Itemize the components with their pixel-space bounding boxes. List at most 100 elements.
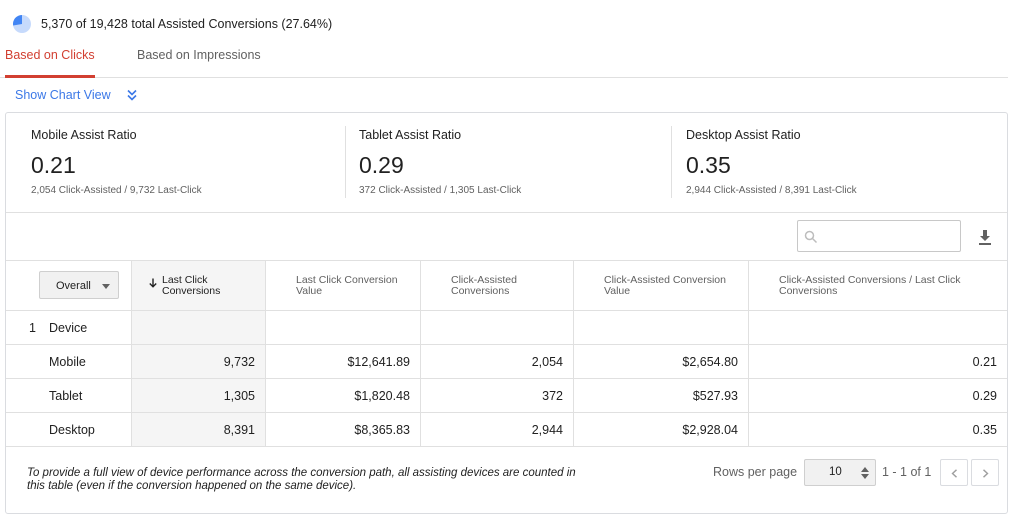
tab-based-on-impressions[interactable]: Based on Impressions bbox=[137, 42, 261, 78]
table-cell bbox=[420, 311, 573, 344]
table-row-mobile: Mobile 9,732 $12,641.89 2,054 $2,654.80 … bbox=[6, 345, 1007, 379]
scorecard-value: 0.21 bbox=[31, 152, 76, 178]
column-header-label: Last Click Conversions bbox=[148, 275, 257, 297]
table-group-row: 1 Device bbox=[6, 311, 1007, 345]
cell-value: 0.35 bbox=[972, 422, 997, 437]
dimension-header: Overall bbox=[6, 261, 131, 310]
cell-value: $527.93 bbox=[692, 388, 738, 403]
table-row-desktop: Desktop 8,391 $8,365.83 2,944 $2,928.04 … bbox=[6, 413, 1007, 447]
scorecard-divider bbox=[345, 126, 346, 198]
table-cell: $8,365.83 bbox=[265, 413, 420, 446]
sort-descending-icon bbox=[149, 278, 157, 288]
table-cell: 1,305 bbox=[131, 379, 265, 412]
cell-value: 372 bbox=[542, 388, 563, 403]
row-label: Desktop bbox=[49, 422, 95, 437]
group-index: 1 bbox=[29, 320, 36, 335]
cell-value: 1,305 bbox=[223, 388, 255, 403]
chevron-right-icon bbox=[983, 469, 989, 478]
column-header-last-click-conversion-value[interactable]: Last Click Conversion Value bbox=[265, 261, 420, 310]
scorecard-mobile: Mobile Assist Ratio 0.21 2,054 Click-Ass… bbox=[31, 113, 351, 213]
download-icon[interactable] bbox=[975, 227, 995, 247]
cell-value: $12,641.89 bbox=[347, 354, 410, 369]
scorecard-desktop: Desktop Assist Ratio 0.35 2,944 Click-As… bbox=[686, 113, 996, 213]
rows-per-page-select[interactable]: 10 bbox=[804, 459, 876, 486]
column-header-assist-ratio[interactable]: Click-Assisted Conversions / Last Click … bbox=[748, 261, 1007, 310]
row-label-cell: Desktop bbox=[6, 413, 131, 446]
table-cell: 2,944 bbox=[420, 413, 573, 446]
next-page-button[interactable] bbox=[971, 459, 999, 486]
assist-ratio-scorecards: Mobile Assist Ratio 0.21 2,054 Click-Ass… bbox=[6, 113, 1007, 213]
cell-value: $2,928.04 bbox=[682, 422, 738, 437]
pie-chart-icon bbox=[13, 15, 31, 33]
cell-value: 9,732 bbox=[223, 354, 255, 369]
overall-dropdown[interactable]: Overall bbox=[39, 271, 119, 299]
table-row-tablet: Tablet 1,305 $1,820.48 372 $527.93 0.29 bbox=[6, 379, 1007, 413]
overall-dropdown-label: Overall bbox=[56, 280, 91, 292]
table-cell: 8,391 bbox=[131, 413, 265, 446]
rows-per-page-value: 10 bbox=[829, 466, 842, 478]
up-down-caret-icon bbox=[861, 467, 869, 479]
scorecard-title: Mobile Assist Ratio bbox=[31, 128, 137, 142]
table-cell bbox=[748, 311, 1007, 344]
previous-page-button[interactable] bbox=[940, 459, 968, 486]
table-toolbar bbox=[6, 213, 1007, 261]
table-cell: $527.93 bbox=[573, 379, 748, 412]
table-cell: 9,732 bbox=[131, 345, 265, 378]
chevron-left-icon bbox=[951, 469, 957, 478]
cell-value: $2,654.80 bbox=[682, 354, 738, 369]
table-footer: To provide a full view of device perform… bbox=[6, 449, 1007, 513]
row-label-cell: Mobile bbox=[6, 345, 131, 378]
column-header-text: Click-Assisted Conversions bbox=[451, 274, 517, 297]
column-header-last-click-conversions[interactable]: Last Click Conversions bbox=[131, 261, 265, 310]
group-label: Device bbox=[49, 320, 88, 335]
table-cell: 0.21 bbox=[748, 345, 1007, 378]
search-input[interactable] bbox=[822, 225, 956, 247]
cell-value: 2,054 bbox=[531, 354, 563, 369]
cell-value: 0.29 bbox=[972, 388, 997, 403]
assisted-conversions-summary: 5,370 of 19,428 total Assisted Conversio… bbox=[12, 14, 332, 34]
table-cell: $1,820.48 bbox=[265, 379, 420, 412]
row-label: Tablet bbox=[49, 388, 83, 403]
scorecard-value: 0.35 bbox=[686, 152, 731, 178]
active-tab-indicator bbox=[5, 75, 95, 78]
tab-label: Based on Impressions bbox=[137, 48, 261, 62]
scorecard-subtext: 372 Click-Assisted / 1,305 Last-Click bbox=[359, 185, 522, 196]
row-label: Mobile bbox=[49, 354, 86, 369]
scorecard-title: Tablet Assist Ratio bbox=[359, 128, 462, 142]
scorecard-title: Desktop Assist Ratio bbox=[686, 128, 801, 142]
row-label-cell: Tablet bbox=[6, 379, 131, 412]
show-chart-view-link[interactable]: Show Chart View bbox=[15, 88, 111, 102]
table-cell bbox=[131, 311, 265, 344]
column-header-click-assisted-conversions[interactable]: Click-Assisted Conversions bbox=[420, 261, 573, 310]
table-cell bbox=[573, 311, 748, 344]
chart-view-toggle: Show Chart View bbox=[15, 86, 139, 104]
table-cell: $12,641.89 bbox=[265, 345, 420, 378]
table-cell: 2,054 bbox=[420, 345, 573, 378]
cell-value: 8,391 bbox=[223, 422, 255, 437]
page-range-text: 1 - 1 of 1 bbox=[882, 465, 932, 479]
cell-value: $8,365.83 bbox=[354, 422, 410, 437]
double-chevron-down-icon[interactable] bbox=[125, 88, 139, 102]
column-header-text: Click-Assisted Conversions / Last Click … bbox=[779, 274, 961, 297]
table-cell: $2,654.80 bbox=[573, 345, 748, 378]
table-header-row: Overall Last Click Conversions Last Clic… bbox=[6, 261, 1007, 311]
table-cell: 372 bbox=[420, 379, 573, 412]
cell-value: 0.21 bbox=[972, 354, 997, 369]
cell-value: 2,944 bbox=[531, 422, 563, 437]
cell-value: $1,820.48 bbox=[354, 388, 410, 403]
table-cell: $2,928.04 bbox=[573, 413, 748, 446]
caret-down-icon bbox=[102, 284, 110, 289]
tab-label: Based on Clicks bbox=[5, 48, 95, 62]
table-cell: 0.29 bbox=[748, 379, 1007, 412]
search-icon bbox=[804, 230, 818, 244]
scorecard-subtext: 2,944 Click-Assisted / 8,391 Last-Click bbox=[686, 185, 857, 196]
table-cell bbox=[265, 311, 420, 344]
search-box[interactable] bbox=[797, 220, 961, 252]
group-label-cell: 1 Device bbox=[6, 311, 131, 344]
scorecard-divider bbox=[671, 126, 672, 198]
table-cell: 0.35 bbox=[748, 413, 1007, 446]
column-header-text: Click-Assisted Conversion Value bbox=[604, 274, 726, 297]
column-header-click-assisted-conversion-value[interactable]: Click-Assisted Conversion Value bbox=[573, 261, 748, 310]
tab-based-on-clicks[interactable]: Based on Clicks bbox=[5, 42, 95, 78]
rows-per-page-label: Rows per page bbox=[713, 465, 798, 479]
